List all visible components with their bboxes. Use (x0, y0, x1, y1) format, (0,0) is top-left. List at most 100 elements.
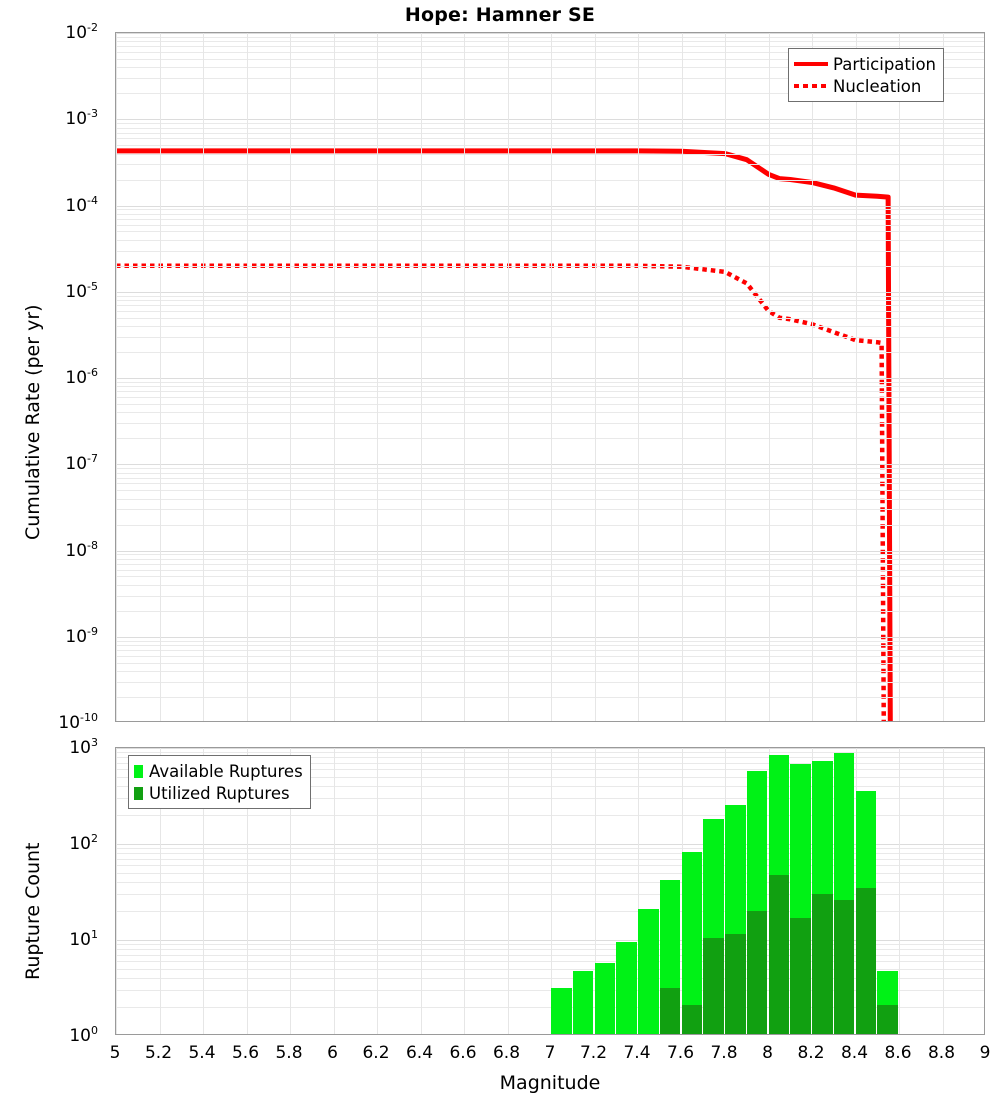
legend-item: Available Ruptures (134, 760, 303, 782)
bar (877, 747, 898, 1034)
grid-line (116, 33, 117, 721)
grid-line (377, 33, 378, 721)
x-axis-label: Magnitude (115, 1072, 985, 1094)
grid-line (464, 748, 465, 1034)
page-title: Hope: Hamner SE (0, 4, 1000, 26)
x-tick-label: 5.6 (232, 1043, 259, 1063)
grid-line (943, 33, 944, 721)
legend-item: Nucleation (794, 75, 936, 97)
bar (486, 747, 507, 1034)
y-tick-label: 103 (69, 736, 98, 758)
grid-line (334, 33, 335, 721)
x-tick-label: 8.2 (797, 1043, 824, 1063)
bar (812, 747, 833, 1034)
grid-line (725, 33, 726, 721)
x-tick-label: 5.4 (188, 1043, 215, 1063)
bar (660, 747, 681, 1034)
legend-label: Utilized Ruptures (149, 784, 290, 803)
dotted-line-swatch (794, 84, 828, 88)
green-square-swatch (134, 765, 143, 778)
x-tick-label: 6.6 (449, 1043, 476, 1063)
bar-utilized-segment (812, 894, 833, 1034)
x-tick-labels: 5 5.2 5.4 5.6 5.8 6 6.2 6.4 6.6 6.8 7 7.2 7.4 7.6 7.8 8… (0, 1043, 1000, 1073)
rupture-legend: Available Ruptures Utilized Ruptures (128, 755, 311, 809)
x-tick-label: 8 (762, 1043, 773, 1063)
grid-line (334, 748, 335, 1034)
grid-line (160, 33, 161, 721)
grid-line (508, 33, 509, 721)
grid-line (247, 33, 248, 721)
x-tick-label: 7.8 (710, 1043, 737, 1063)
bar (638, 747, 659, 1034)
x-tick-label: 6.2 (362, 1043, 389, 1063)
figure-root: Hope: Hamner SE Cumulative Rate (per yr)… (0, 0, 1000, 1100)
bar-utilized-segment (660, 988, 681, 1034)
grid-line (899, 33, 900, 721)
grid-line (638, 33, 639, 721)
bar (769, 747, 790, 1034)
bar-utilized-segment (877, 1005, 898, 1034)
x-tick-label: 8.6 (884, 1043, 911, 1063)
x-tick-label: 7.4 (623, 1043, 650, 1063)
x-tick-label: 8.8 (928, 1043, 955, 1063)
bar (616, 747, 637, 1034)
bar-available-segment (616, 942, 637, 1034)
grid-line (812, 33, 813, 721)
legend-item: Participation (794, 53, 936, 75)
bar (834, 747, 855, 1034)
bar-utilized-segment (834, 900, 855, 1034)
dark-green-square-swatch (134, 787, 143, 800)
grid-line (551, 33, 552, 721)
bar-utilized-segment (769, 875, 790, 1034)
x-tick-label: 7.6 (667, 1043, 694, 1063)
legend-label: Available Ruptures (149, 762, 303, 781)
grid-line (769, 33, 770, 721)
x-tick-label: 5.8 (275, 1043, 302, 1063)
bar (725, 747, 746, 1034)
bar (747, 747, 768, 1034)
legend-item: Utilized Ruptures (134, 782, 303, 804)
x-tick-label: 6 (327, 1043, 338, 1063)
grid-line (377, 748, 378, 1034)
bar-available-segment (638, 909, 659, 1034)
x-tick-label: 8.4 (841, 1043, 868, 1063)
grid-line (899, 748, 900, 1034)
bar-available-segment (595, 963, 616, 1034)
grid-line (116, 748, 117, 1034)
bar-utilized-segment (682, 1005, 703, 1034)
bar (790, 747, 811, 1034)
cumulative-rate-plot (115, 32, 985, 722)
bottom-y-tick-labels: 103102101100 (0, 0, 108, 1100)
bar (703, 747, 724, 1034)
bar-available-segment (573, 971, 594, 1034)
bar-available-segment (551, 988, 572, 1034)
bar-utilized-segment (790, 918, 811, 1034)
bar (682, 747, 703, 1034)
legend-label: Participation (833, 55, 936, 74)
grid-line (421, 748, 422, 1034)
bar (856, 747, 877, 1034)
grid-line (203, 33, 204, 721)
y-tick-label: 102 (69, 832, 98, 854)
bar-utilized-segment (747, 911, 768, 1034)
grid-line (943, 748, 944, 1034)
bar (595, 747, 616, 1034)
grid-line (856, 33, 857, 721)
x-tick-label: 7 (545, 1043, 556, 1063)
grid-line (464, 33, 465, 721)
bar-utilized-segment (725, 934, 746, 1034)
y-tick-label: 101 (69, 928, 98, 950)
grid-line (595, 33, 596, 721)
x-tick-label: 5.2 (145, 1043, 172, 1063)
bar-utilized-segment (703, 938, 724, 1034)
grid-line (421, 33, 422, 721)
bar (573, 747, 594, 1034)
x-tick-label: 6.8 (493, 1043, 520, 1063)
x-tick-label: 6.4 (406, 1043, 433, 1063)
bar-utilized-segment (856, 888, 877, 1034)
grid-line (682, 33, 683, 721)
x-tick-label: 7.2 (580, 1043, 607, 1063)
x-tick-label: 5 (110, 1043, 121, 1063)
grid-line (508, 748, 509, 1034)
grid-line (290, 33, 291, 721)
